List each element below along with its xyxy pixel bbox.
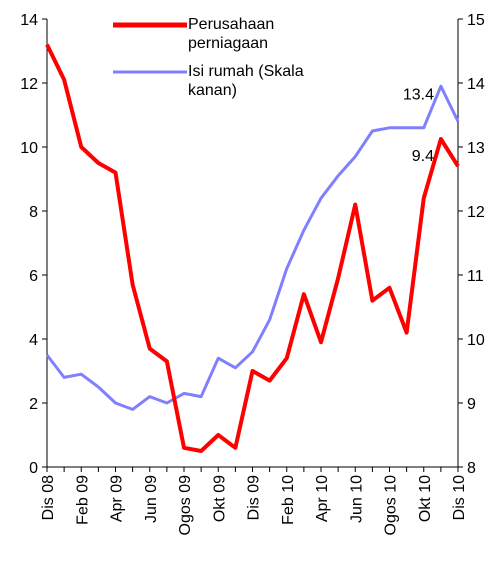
y2-tick-label: 13 bbox=[467, 140, 485, 157]
x-tick-label: Jun 09 bbox=[143, 475, 160, 523]
y-tick-label: 4 bbox=[29, 332, 38, 349]
x-tick-label: Jun 10 bbox=[348, 475, 365, 523]
x-tick-label: Apr 09 bbox=[109, 475, 126, 522]
annotation: 13.4 bbox=[403, 86, 434, 103]
y-tick-label: 2 bbox=[29, 396, 38, 413]
annotation: 9.4 bbox=[412, 148, 434, 165]
x-tick-label: Ogos 09 bbox=[177, 475, 194, 536]
x-tick-label: Dis 09 bbox=[246, 475, 263, 520]
y-tick-label: 8 bbox=[29, 204, 38, 221]
x-tick-label: Dis 08 bbox=[40, 475, 57, 520]
x-tick-label: Dis 10 bbox=[451, 475, 468, 520]
legend-label: Perusahaan perniagaan bbox=[188, 16, 275, 52]
x-tick-label: Okt 09 bbox=[211, 475, 228, 522]
y-tick-label: 6 bbox=[29, 268, 38, 285]
y-tick-label: 12 bbox=[20, 76, 38, 93]
y2-tick-label: 12 bbox=[467, 204, 485, 221]
x-tick-label: Feb 09 bbox=[74, 475, 91, 525]
x-tick-label: Apr 10 bbox=[314, 475, 331, 522]
y-tick-label: 10 bbox=[20, 140, 38, 157]
y2-tick-label: 15 bbox=[467, 12, 485, 29]
y2-tick-label: 8 bbox=[467, 460, 476, 477]
y2-tick-label: 11 bbox=[467, 268, 484, 285]
x-tick-label: Feb 10 bbox=[280, 475, 297, 525]
y-tick-label: 14 bbox=[20, 12, 38, 29]
y2-tick-label: 14 bbox=[467, 76, 485, 93]
x-tick-label: Okt 10 bbox=[417, 475, 434, 522]
x-tick-label: Ogos 10 bbox=[383, 475, 400, 536]
line-series bbox=[45, 84, 460, 411]
legend-label: Isi rumah (Skala kanan) bbox=[188, 63, 304, 99]
line-series bbox=[45, 43, 460, 453]
y-tick-label: 0 bbox=[29, 460, 38, 477]
y2-tick-label: 10 bbox=[467, 332, 485, 349]
y2-tick-label: 9 bbox=[467, 396, 476, 413]
